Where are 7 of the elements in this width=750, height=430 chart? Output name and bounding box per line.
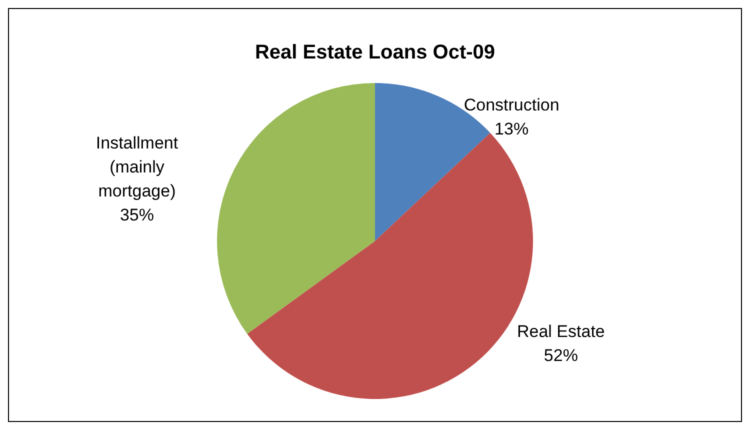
data-label: 35% bbox=[120, 206, 154, 225]
data-label: 13% bbox=[494, 119, 529, 138]
chart-title: Real Estate Loans Oct-09 bbox=[254, 42, 496, 64]
data-label: 52% bbox=[544, 346, 578, 366]
slice-label: Construction bbox=[464, 95, 560, 114]
slice-label: Real Estate bbox=[516, 322, 605, 342]
slice-label: Installment (mainly mortgage) bbox=[96, 134, 178, 201]
